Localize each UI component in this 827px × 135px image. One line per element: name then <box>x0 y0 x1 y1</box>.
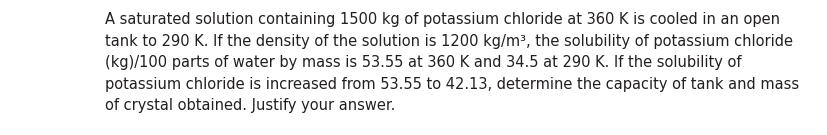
Text: (kg)/100 parts of water by mass is 53.55 at 360 K and 34.5 at 290 K. If the solu: (kg)/100 parts of water by mass is 53.55… <box>105 55 741 70</box>
Text: tank to 290 K. If the density of the solution is 1200 kg/m³, the solubility of p: tank to 290 K. If the density of the sol… <box>105 33 792 48</box>
Text: A saturated solution containing 1500 kg of potassium chloride at 360 K is cooled: A saturated solution containing 1500 kg … <box>105 12 779 27</box>
Text: of crystal obtained. Justify your answer.: of crystal obtained. Justify your answer… <box>105 98 395 113</box>
Text: potassium chloride is increased from 53.55 to 42.13, determine the capacity of t: potassium chloride is increased from 53.… <box>105 77 798 92</box>
